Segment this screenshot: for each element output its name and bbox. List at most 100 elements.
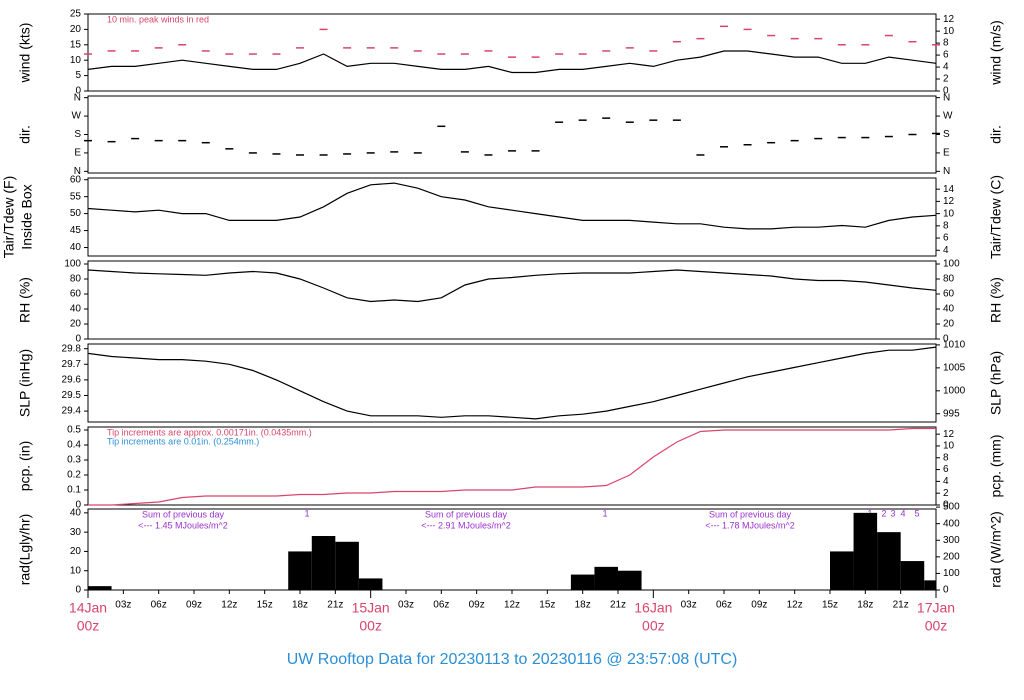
x-tick-label: 06z bbox=[151, 600, 167, 611]
y2-tick-label: 8 bbox=[943, 38, 949, 49]
y2-axis-label: RH (%) bbox=[988, 277, 1004, 323]
data-bar bbox=[358, 578, 383, 590]
x-day-sublabel: 00z bbox=[925, 618, 948, 634]
data-line bbox=[87, 346, 937, 420]
y2-tick-label: 0 bbox=[943, 334, 949, 345]
y2-tick-label: N bbox=[943, 92, 950, 103]
data-bar bbox=[88, 586, 112, 590]
y-tick-label: 29.8 bbox=[62, 343, 82, 354]
y2-tick-label: 4 bbox=[943, 476, 949, 487]
y-tick-label: 60 bbox=[70, 174, 82, 185]
data-line bbox=[87, 50, 937, 74]
x-tick-label: 18z bbox=[292, 600, 308, 611]
x-tick-label: 06z bbox=[433, 600, 449, 611]
y-tick-label: 20 bbox=[70, 319, 82, 330]
y2-tick-label: 2 bbox=[943, 488, 949, 499]
x-tick-label: 12z bbox=[787, 600, 803, 611]
y2-tick-label: 1000 bbox=[943, 385, 966, 396]
y2-tick-label: 6 bbox=[943, 233, 949, 244]
y2-axis-label: Tair/Tdew (C) bbox=[988, 175, 1004, 259]
y-tick-label: 40 bbox=[70, 242, 82, 253]
x-tick-label: 09z bbox=[751, 600, 767, 611]
y-tick-label: N bbox=[74, 166, 81, 177]
y-tick-label: 29.4 bbox=[62, 406, 82, 417]
annotation: Tip increments are approx. 0.00171in. (0… bbox=[107, 427, 312, 437]
annotation: Sum of previous day bbox=[142, 509, 225, 519]
y2-tick-label: 10 bbox=[943, 208, 955, 219]
y2-tick-label: 4 bbox=[943, 245, 949, 256]
annotation: Sum of previous day bbox=[709, 509, 792, 519]
x-tick-label: 03z bbox=[115, 600, 131, 611]
annotation: <--- 2.91 MJoules/m^2 bbox=[421, 520, 511, 530]
panel-frame bbox=[87, 13, 937, 92]
x-tick-label: 21z bbox=[610, 600, 626, 611]
y-tick-label: S bbox=[74, 129, 81, 140]
x-tick-label: 09z bbox=[186, 600, 202, 611]
x-tick-label: 12z bbox=[221, 600, 237, 611]
y2-tick-label: 300 bbox=[943, 535, 960, 546]
y2-tick-label: E bbox=[943, 148, 950, 159]
y-tick-label: 29.6 bbox=[62, 375, 82, 386]
x-tick-label: 06z bbox=[716, 600, 732, 611]
x-tick-label: 18z bbox=[857, 600, 873, 611]
y2-tick-label: 0 bbox=[943, 585, 949, 596]
y2-tick-label: 8 bbox=[943, 452, 949, 463]
y-tick-label: 0 bbox=[75, 585, 81, 596]
annotation: 4 bbox=[900, 508, 905, 518]
y2-tick-label: 12 bbox=[943, 196, 955, 207]
y-tick-label: 15 bbox=[70, 39, 82, 50]
data-line bbox=[87, 269, 937, 303]
y-tick-label: 5 bbox=[75, 70, 81, 81]
x-day-label: 14Jan bbox=[69, 600, 107, 616]
y2-tick-label: 60 bbox=[943, 289, 955, 300]
y2-tick-label: 0 bbox=[943, 86, 949, 97]
annotation: 3 bbox=[890, 508, 895, 518]
x-tick-label: 15z bbox=[257, 600, 273, 611]
x-day-sublabel: 00z bbox=[359, 618, 382, 634]
data-bar bbox=[311, 536, 336, 590]
x-day-label: 17Jan bbox=[917, 600, 955, 616]
y2-tick-label: 1005 bbox=[943, 362, 966, 373]
y2-tick-label: 12 bbox=[943, 429, 955, 440]
annotation: 1 bbox=[602, 508, 607, 518]
y-tick-label: 0.4 bbox=[67, 440, 81, 451]
y2-tick-label: S bbox=[943, 129, 950, 140]
y-tick-label: 100 bbox=[64, 259, 81, 270]
y-axis-label: dir. bbox=[17, 125, 33, 144]
y2-tick-label: 100 bbox=[943, 259, 960, 270]
x-day-sublabel: 00z bbox=[642, 618, 665, 634]
y2-tick-label: 995 bbox=[943, 408, 960, 419]
x-tick-label: 03z bbox=[398, 600, 414, 611]
y2-tick-label: 1010 bbox=[943, 340, 966, 351]
y-tick-label: 0 bbox=[75, 500, 81, 511]
x-day-label: 16Jan bbox=[634, 600, 672, 616]
annotation: Sum of previous day bbox=[425, 509, 508, 519]
data-bar bbox=[618, 570, 642, 590]
y-axis-label: Inside Box bbox=[19, 184, 35, 249]
x-tick-label: 15z bbox=[822, 600, 838, 611]
y2-tick-label: 12 bbox=[943, 14, 955, 25]
annotation: 5 bbox=[914, 508, 919, 518]
data-bar bbox=[924, 580, 936, 590]
y-tick-label: 20 bbox=[70, 546, 82, 557]
y-tick-label: 45 bbox=[70, 225, 82, 236]
y-axis-label: wind (kts) bbox=[17, 23, 33, 84]
panel-frame bbox=[87, 343, 937, 423]
data-bar bbox=[335, 541, 359, 590]
y2-tick-label: 500 bbox=[943, 502, 960, 513]
data-bar bbox=[900, 561, 925, 590]
y-tick-label: 60 bbox=[70, 289, 82, 300]
y2-tick-label: 20 bbox=[943, 319, 955, 330]
y-tick-label: 50 bbox=[70, 208, 82, 219]
x-day-sublabel: 00z bbox=[77, 618, 100, 634]
y2-axis-label: SLP (hPa) bbox=[988, 351, 1004, 415]
y2-tick-label: 80 bbox=[943, 274, 955, 285]
x-tick-label: 09z bbox=[469, 600, 485, 611]
y-tick-label: 40 bbox=[70, 304, 82, 315]
y2-tick-label: 10 bbox=[943, 441, 955, 452]
x-tick-label: 21z bbox=[327, 600, 343, 611]
y2-tick-label: 10 bbox=[943, 26, 955, 37]
y-tick-label: 10 bbox=[70, 55, 82, 66]
data-bar bbox=[877, 532, 901, 590]
